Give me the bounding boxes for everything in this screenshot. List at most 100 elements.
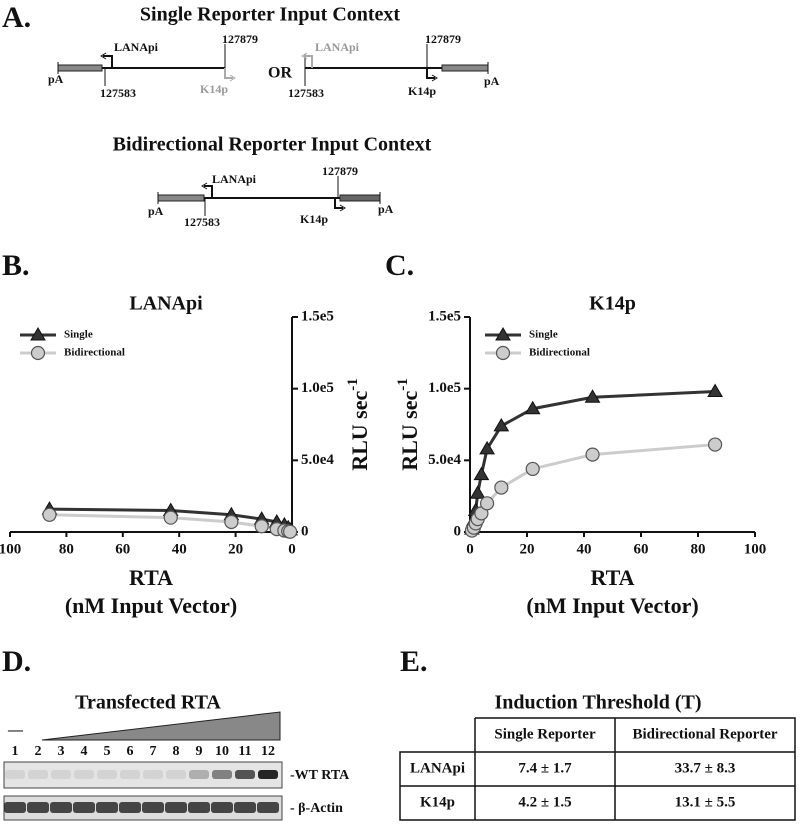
pa-label: pA xyxy=(484,74,500,88)
x-tick-label: 20 xyxy=(520,541,535,557)
or-label: OR xyxy=(268,65,292,82)
table-cell: K14p xyxy=(420,794,455,810)
blot-band xyxy=(166,770,186,779)
blot-band xyxy=(120,770,140,779)
y-tick-label: 0 xyxy=(301,523,309,539)
marker xyxy=(469,485,486,499)
marker xyxy=(480,496,495,511)
x-tick-label: 80 xyxy=(59,541,74,557)
y-tick-label: 1.0e5 xyxy=(301,380,334,396)
promoter-label: LANApi xyxy=(315,40,360,54)
table-cell: LANApi xyxy=(410,760,465,776)
marker xyxy=(525,461,540,477)
marker xyxy=(254,519,269,534)
control-dash: — xyxy=(7,722,24,738)
coordinate-label: 127583 xyxy=(288,86,324,100)
marker xyxy=(473,466,490,481)
x-tick-label: 100 xyxy=(0,541,21,557)
legend-label: Bidirectional xyxy=(529,347,590,359)
legend-label: Bidirectional xyxy=(64,347,125,359)
blot-band xyxy=(28,770,48,779)
legend-label: Single xyxy=(529,329,558,341)
marker xyxy=(283,524,298,539)
lane-number: 2 xyxy=(35,744,42,759)
lane-number: 6 xyxy=(127,744,134,759)
legend-label: Single xyxy=(64,329,93,341)
coordinate-label: 127583 xyxy=(184,215,220,229)
marker xyxy=(494,480,509,495)
chart-title: K14p xyxy=(589,293,636,315)
marker xyxy=(493,417,510,432)
y-axis-label-text: RLU sec xyxy=(347,390,372,470)
legend-marker xyxy=(30,345,46,361)
y-axis-label: RLU sec-1 xyxy=(345,378,372,471)
panel-label: A. xyxy=(2,1,31,34)
y-tick-label: 1.5e5 xyxy=(301,308,334,324)
lane-number: 12 xyxy=(261,744,275,759)
panel-label: B. xyxy=(2,249,30,282)
blot-band xyxy=(73,802,95,813)
promoter-label: K14p xyxy=(200,82,228,96)
blot-band xyxy=(188,802,210,813)
y-axis-label: RLU sec-1 xyxy=(395,378,422,471)
legend-marker xyxy=(495,345,511,361)
coordinate-label: 127583 xyxy=(100,86,136,100)
x-tick-label: 40 xyxy=(172,541,187,557)
table-cell: 13.1 ± 5.5 xyxy=(675,794,736,810)
panel-title: Single Reporter Input Context xyxy=(140,4,401,26)
marker xyxy=(479,440,495,455)
blot-band xyxy=(258,770,278,779)
blot-band xyxy=(142,802,164,813)
blot-band xyxy=(119,802,141,813)
panel-label: E. xyxy=(400,645,428,678)
y-axis-label-text: RLU sec xyxy=(397,390,422,470)
blot-band xyxy=(51,770,71,779)
blot-band xyxy=(27,802,49,813)
promoter-label: LANApi xyxy=(212,172,257,186)
coordinate-label: 127879 xyxy=(322,164,358,178)
blot-band xyxy=(212,770,232,779)
blot-band xyxy=(5,770,25,779)
x-tick-label: 80 xyxy=(691,541,706,557)
y-tick-label: 0 xyxy=(454,523,462,539)
marker xyxy=(707,383,723,398)
x-axis-label: RTA xyxy=(590,565,634,590)
x-tick-label: 20 xyxy=(228,541,243,557)
diagram-single-left xyxy=(57,44,236,86)
blot-band xyxy=(234,802,256,813)
blot-band xyxy=(4,802,26,813)
panel-label: C. xyxy=(385,249,414,282)
table-header: Single Reporter xyxy=(494,726,596,742)
coordinate-label: 127879 xyxy=(222,32,258,46)
blot-band xyxy=(189,770,209,779)
y-tick-label: 1.5e5 xyxy=(428,308,461,324)
y-tick-label: 5.0e4 xyxy=(428,452,461,468)
lane-number: 7 xyxy=(150,744,157,759)
blot-band xyxy=(235,770,255,779)
blot-band xyxy=(97,770,117,779)
lane-number: 8 xyxy=(173,744,180,759)
pa-label: pA xyxy=(148,204,164,218)
diagram-single-right xyxy=(301,44,489,86)
marker xyxy=(42,507,57,522)
panel-title: Transfected RTA xyxy=(75,692,221,714)
x-tick-label: 40 xyxy=(577,541,592,557)
blot-band xyxy=(143,770,163,779)
blot-band xyxy=(257,802,279,813)
x-tick-label: 0 xyxy=(466,541,474,557)
x-axis-sublabel: (nM Input Vector) xyxy=(65,593,237,618)
promoter-label: LANApi xyxy=(114,40,159,54)
lane-number: 11 xyxy=(238,744,251,759)
y-tick-label: 1.0e5 xyxy=(428,380,461,396)
marker xyxy=(524,400,541,415)
lane-number: 10 xyxy=(215,744,229,759)
band-label: - β-Actin xyxy=(290,801,343,816)
pa-label: pA xyxy=(378,202,394,216)
band-label: -WT RTA xyxy=(290,768,350,783)
panel-label: D. xyxy=(2,645,31,678)
chart-title: LANApi xyxy=(129,293,203,315)
lane-number: 3 xyxy=(58,744,65,759)
marker xyxy=(585,447,600,462)
lane-number: 4 xyxy=(81,744,88,759)
